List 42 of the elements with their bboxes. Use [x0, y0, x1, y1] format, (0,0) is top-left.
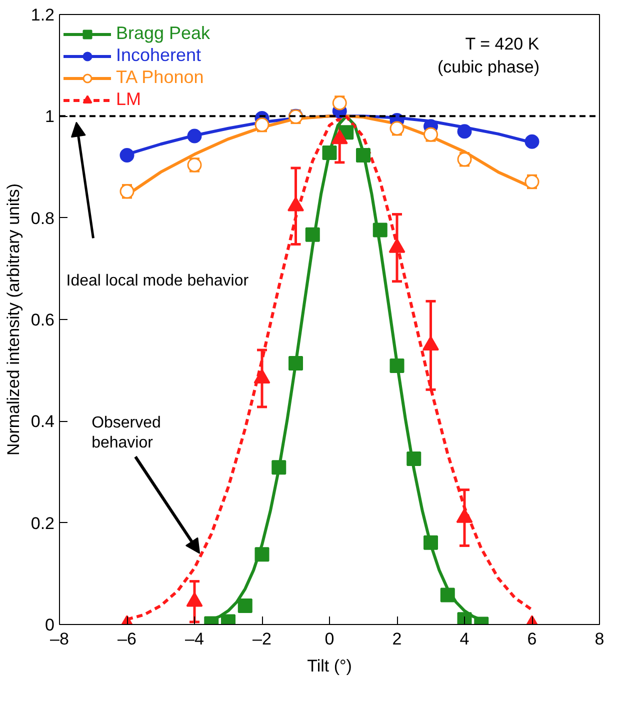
point: [187, 128, 202, 144]
point: [422, 336, 439, 351]
point: [457, 612, 472, 624]
x-axis-title: Tilt (°): [307, 656, 352, 676]
legend-label: TA Phonon: [116, 67, 204, 88]
point: [356, 148, 370, 163]
point: [524, 134, 540, 149]
y-tick-label: 0.6: [30, 310, 55, 330]
point: [424, 127, 438, 142]
y-tick-label: 0.2: [30, 514, 55, 533]
y-tick-label: 0.8: [30, 208, 55, 228]
point: [372, 222, 388, 238]
annotation: T = 420 K (cubic phase): [437, 34, 540, 76]
point: [322, 146, 337, 160]
x-tick-label: 0: [324, 630, 334, 648]
y-axis-title: Normalized intensity (arbitrary units): [4, 183, 23, 456]
legend-label: Incoherent: [116, 45, 202, 66]
legend-label: Bragg Peak: [116, 23, 210, 44]
point: [457, 124, 472, 139]
y-tick-label: 1.2: [30, 6, 55, 24]
x-tick-label: 4: [460, 630, 470, 648]
point: [254, 369, 270, 384]
point: [254, 118, 270, 132]
y-tick-label: 0.4: [30, 412, 55, 432]
x-tick-label: 6: [527, 630, 537, 648]
point: [456, 508, 473, 523]
point: [120, 148, 134, 163]
x-tick-label: –2: [252, 630, 272, 648]
point: [390, 121, 404, 136]
legend-label: LM: [116, 89, 142, 110]
x-tick-label: 8: [594, 630, 604, 648]
point: [390, 358, 404, 374]
ref-line-label: Ideal local mode behavior: [66, 272, 250, 290]
x-tick-label: –6: [118, 630, 136, 648]
x-tick-label: 2: [392, 630, 402, 648]
point: [305, 227, 320, 242]
y-tick-label: 1: [45, 107, 55, 126]
point: [332, 96, 347, 110]
point: [288, 356, 303, 370]
point: [186, 592, 203, 607]
annotation: Observed behavior: [92, 414, 161, 452]
x-tick-label: –4: [185, 630, 204, 648]
